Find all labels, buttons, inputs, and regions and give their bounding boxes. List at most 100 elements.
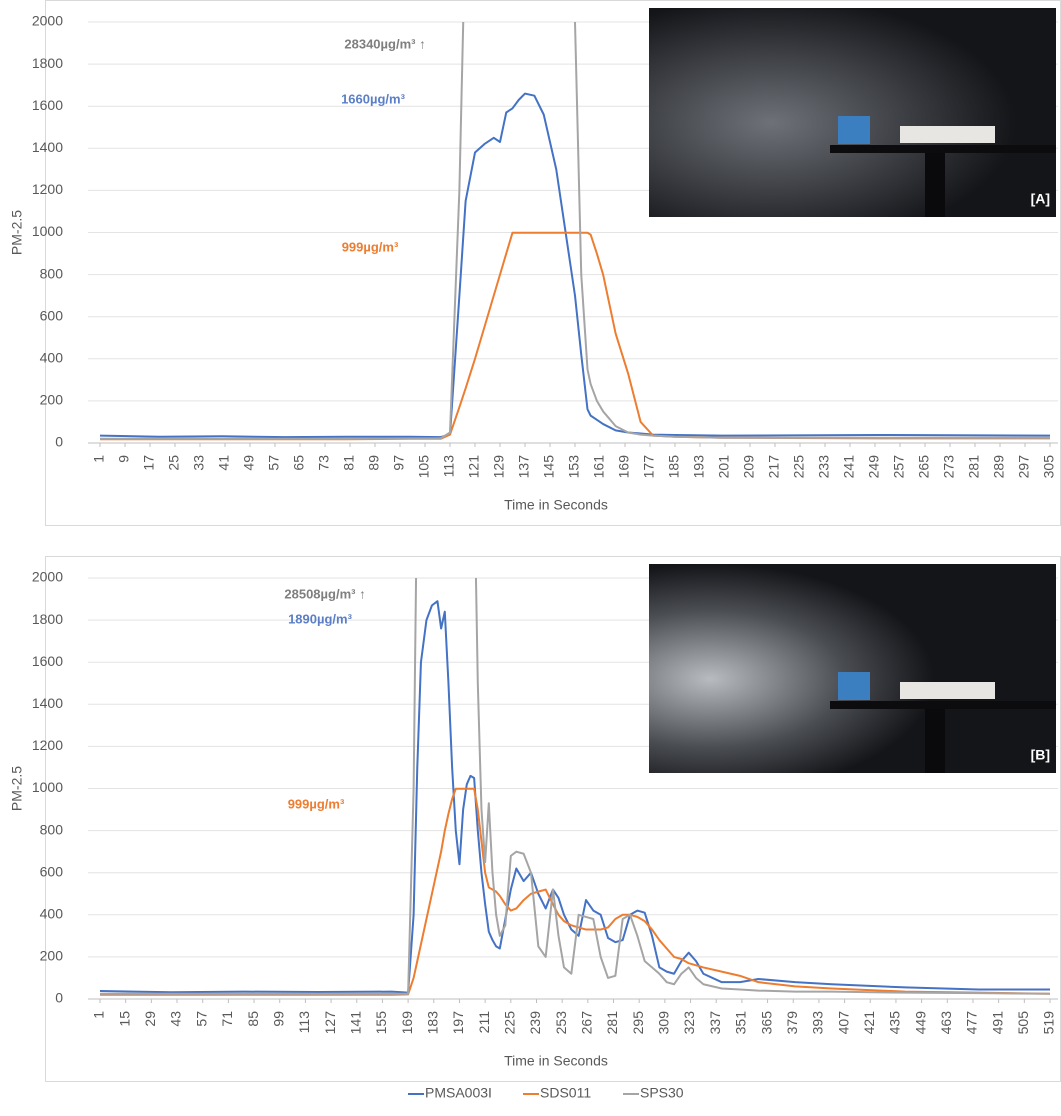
y-tick-label: 2000	[32, 13, 63, 29]
x-tick-label: 225	[791, 455, 807, 479]
y-tick-label: 400	[40, 350, 64, 366]
x-axis-title: Time in Seconds	[504, 1053, 608, 1069]
x-tick-label: 253	[553, 1011, 569, 1035]
x-tick-label: 197	[450, 1011, 466, 1035]
x-tick-label: 435	[887, 1011, 903, 1035]
x-tick-label: 519	[1041, 1011, 1057, 1035]
y-tick-label: 400	[40, 906, 64, 922]
x-tick-label: 265	[916, 455, 932, 479]
photo-table	[830, 701, 1056, 709]
x-tick-label: 99	[270, 1011, 286, 1027]
x-tick-label: 351	[733, 1011, 749, 1035]
x-tick-label: 257	[891, 455, 907, 479]
x-tick-label: 89	[366, 455, 382, 471]
x-tick-label: 379	[784, 1011, 800, 1035]
x-tick-label: 71	[219, 1011, 235, 1027]
x-tick-label: 169	[399, 1011, 415, 1035]
series-line	[100, 789, 1050, 995]
x-tick-label: 225	[502, 1011, 518, 1035]
page: {"chart_data": [ {"type": "line", "inset…	[0, 0, 1061, 1111]
x-tick-label: 1	[91, 455, 107, 463]
annotation: 1660µg/m³	[341, 91, 406, 106]
x-tick-label: 25	[166, 455, 182, 471]
inset-photo	[649, 8, 1056, 217]
x-tick-label: 85	[245, 1011, 261, 1027]
y-tick-label: 1000	[32, 779, 63, 795]
x-tick-label: 193	[691, 455, 707, 479]
x-tick-label: 121	[466, 455, 482, 479]
annotation: 1890µg/m³	[288, 611, 353, 626]
x-tick-label: 33	[191, 455, 207, 471]
x-tick-label: 365	[758, 1011, 774, 1035]
y-tick-label: 0	[55, 434, 63, 450]
annotation: 28340µg/m³ ↑	[344, 36, 425, 51]
x-tick-label: 113	[441, 455, 457, 478]
y-tick-label: 1800	[32, 55, 63, 71]
photo-breadboard	[900, 682, 995, 699]
x-tick-label: 305	[1041, 455, 1057, 479]
x-tick-label: 161	[591, 455, 607, 479]
x-tick-label: 297	[1016, 455, 1032, 479]
photo-sensor	[838, 672, 870, 700]
chart: 0200400600800100012001400160018002000191…	[0, 0, 1061, 1111]
x-tick-label: 97	[391, 455, 407, 471]
y-tick-label: 1200	[32, 737, 63, 753]
x-tick-label: 505	[1015, 1011, 1031, 1035]
photo-breadboard	[900, 126, 995, 143]
x-tick-label: 183	[424, 1011, 440, 1035]
x-tick-label: 323	[681, 1011, 697, 1035]
y-axis-title: PM-2.5	[9, 766, 25, 811]
x-tick-label: 65	[291, 455, 307, 471]
x-tick-label: 17	[141, 455, 157, 471]
x-tick-label: 477	[964, 1011, 980, 1035]
x-tick-label: 177	[641, 455, 657, 479]
photo-table	[830, 145, 1056, 153]
x-tick-label: 127	[322, 1011, 338, 1035]
x-tick-label: 155	[373, 1011, 389, 1035]
x-tick-label: 233	[816, 455, 832, 479]
x-tick-label: 185	[666, 455, 682, 479]
y-tick-label: 800	[40, 265, 64, 281]
x-tick-label: 491	[989, 1011, 1005, 1035]
x-tick-label: 169	[616, 455, 632, 479]
y-tick-label: 600	[40, 863, 64, 879]
x-tick-label: 267	[579, 1011, 595, 1035]
y-tick-label: 800	[40, 821, 64, 837]
legend-label: SDS011	[540, 1085, 591, 1101]
x-tick-label: 137	[516, 455, 532, 479]
x-tick-label: 309	[656, 1011, 672, 1035]
x-tick-label: 217	[766, 455, 782, 479]
x-tick-label: 295	[630, 1011, 646, 1035]
x-tick-label: 145	[541, 455, 557, 479]
x-tick-label: 281	[966, 455, 982, 479]
inset-photo	[649, 564, 1056, 773]
y-tick-label: 1800	[32, 611, 63, 627]
x-axis-title: Time in Seconds	[504, 497, 608, 513]
y-tick-label: 1600	[32, 653, 63, 669]
x-tick-label: 281	[604, 1011, 620, 1035]
annotation: 999µg/m³	[342, 239, 399, 254]
x-tick-label: 1	[91, 1011, 107, 1019]
x-tick-label: 29	[142, 1011, 158, 1027]
x-tick-label: 393	[810, 1011, 826, 1035]
x-tick-label: 43	[168, 1011, 184, 1027]
x-tick-label: 239	[527, 1011, 543, 1035]
y-tick-label: 2000	[32, 569, 63, 585]
x-tick-label: 73	[316, 455, 332, 471]
y-tick-label: 1400	[32, 139, 63, 155]
photo-table-leg	[925, 153, 945, 217]
x-tick-label: 449	[912, 1011, 928, 1035]
x-tick-label: 15	[116, 1011, 132, 1027]
x-tick-label: 241	[841, 455, 857, 479]
inset-label: [B]	[1031, 747, 1050, 763]
y-tick-label: 1400	[32, 695, 63, 711]
photo-table-leg	[925, 709, 945, 773]
annotation: 999µg/m³	[288, 796, 345, 811]
x-tick-label: 57	[266, 455, 282, 471]
x-tick-label: 113	[296, 1011, 312, 1034]
x-tick-label: 463	[938, 1011, 954, 1035]
x-tick-label: 273	[941, 455, 957, 479]
series-line	[100, 233, 1050, 439]
photo-sensor	[838, 116, 870, 144]
legend-label: SPS30	[640, 1085, 684, 1101]
